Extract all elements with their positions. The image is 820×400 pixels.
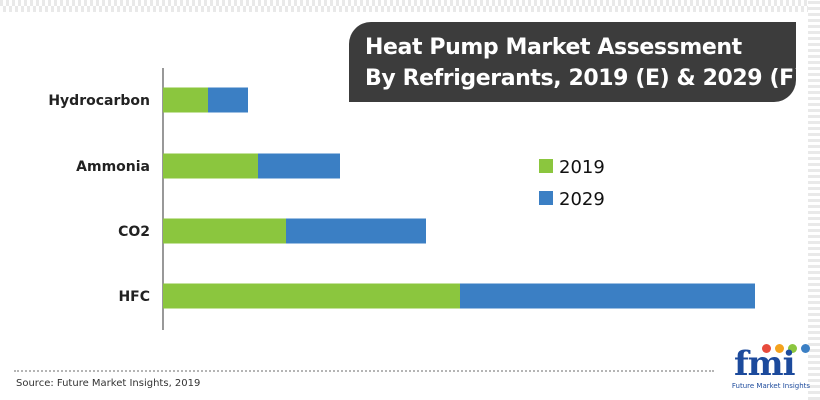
legend-label-2019: 2019 — [559, 157, 605, 178]
chart-title-line-1: Heat Pump Market Assessment — [365, 35, 742, 60]
source-note: Source: Future Market Insights, 2019 — [16, 378, 201, 389]
bar-2019-hfc — [163, 283, 460, 309]
legend-swatch-2029 — [539, 191, 553, 205]
bar-2029-co2 — [286, 218, 426, 244]
decorative-border-top — [0, 0, 820, 12]
category-label: HFC — [118, 289, 150, 305]
bar-2029-hfc — [460, 283, 755, 309]
footer-divider — [14, 370, 714, 372]
logo-text: Future Market Insights — [731, 382, 811, 390]
fmi-logo: fmi Future Market Insights — [730, 344, 810, 394]
chart-title-box: Heat Pump Market Assessment By Refrigera… — [349, 22, 804, 102]
bar-2029-hydrocarbon — [208, 87, 248, 113]
logo-mark: fmi — [734, 344, 796, 384]
decorative-border-right — [808, 0, 820, 400]
category-label: CO2 — [118, 224, 150, 240]
logo-dot-2 — [775, 344, 784, 353]
bar-2029-ammonia — [258, 153, 340, 179]
legend-label-2029: 2029 — [559, 189, 605, 210]
logo-dot-1 — [762, 344, 771, 353]
bar-2019-ammonia — [163, 153, 258, 179]
logo-dot-4 — [801, 344, 810, 353]
legend-swatch-2019 — [539, 159, 553, 173]
bar-2019-hydrocarbon — [163, 87, 208, 113]
category-label: Ammonia — [76, 159, 150, 175]
category-label: Hydrocarbon — [48, 93, 150, 109]
chart-title-line-2: By Refrigerants, 2019 (E) & 2029 (F) — [365, 66, 804, 91]
logo-dot-3 — [788, 344, 797, 353]
bar-2019-co2 — [163, 218, 286, 244]
